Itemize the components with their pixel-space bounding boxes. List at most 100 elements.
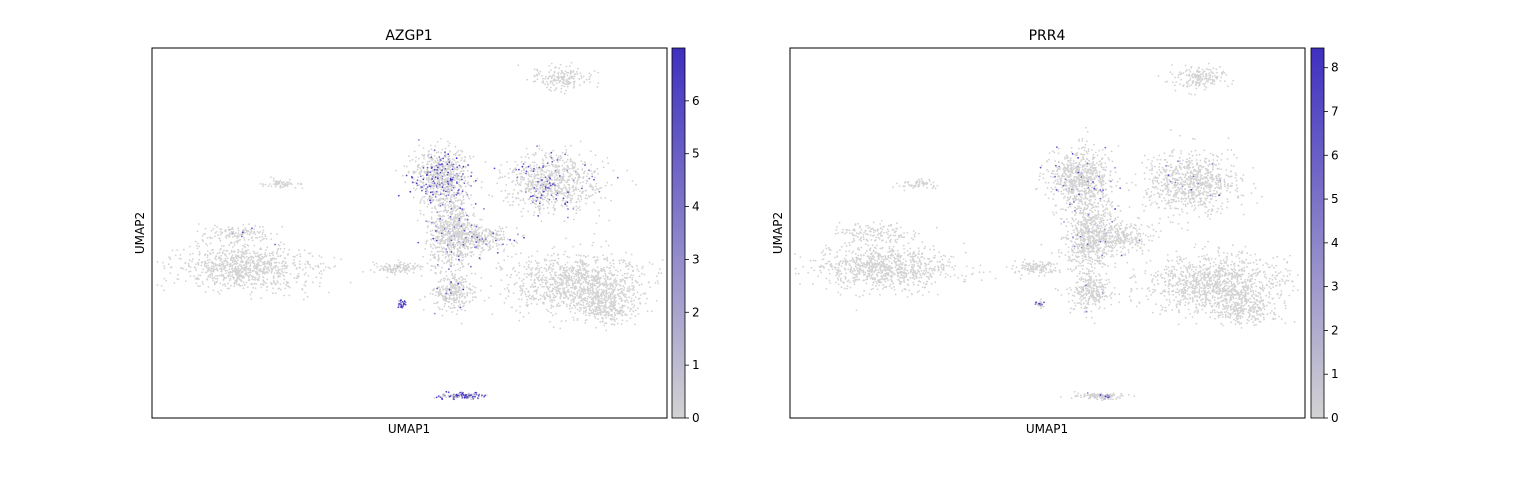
cell-point: [459, 207, 462, 210]
cell-point: [243, 264, 246, 267]
cell-point: [548, 182, 551, 185]
cell-point: [440, 138, 442, 140]
cell-point: [253, 282, 256, 285]
cell-point: [207, 264, 210, 267]
cell-point: [456, 214, 459, 216]
cell-point: [249, 265, 251, 268]
cell-point: [436, 164, 438, 166]
cell-point: [277, 268, 280, 271]
cell-point: [297, 272, 300, 275]
cell-point: [593, 315, 596, 318]
cell-point: [333, 256, 336, 259]
cell-point: [462, 254, 464, 257]
cell-point: [580, 290, 582, 293]
cell-point: [530, 195, 532, 198]
cell-point: [578, 289, 580, 292]
cell-point: [513, 283, 516, 286]
cell-point: [439, 202, 441, 205]
cell-point: [463, 242, 466, 245]
cell-point: [430, 250, 433, 253]
cell-point: [248, 276, 250, 279]
cell-point: [555, 292, 558, 294]
cell-point: [581, 190, 584, 193]
cell-point: [507, 295, 510, 297]
cell-point: [530, 173, 533, 176]
cell-point: [459, 178, 462, 181]
cell-point: [462, 222, 465, 225]
cell-point: [450, 237, 453, 240]
cell-point: [294, 186, 297, 189]
cell-point: [564, 195, 567, 198]
cell-point: [626, 320, 628, 322]
cell-point: [320, 277, 322, 279]
cell-point: [538, 209, 541, 212]
cell-point: [242, 281, 245, 284]
cell-point: [427, 181, 430, 184]
cell-point: [450, 239, 453, 242]
cell-point: [453, 217, 455, 220]
cell-point: [575, 278, 578, 281]
cell-point: [506, 196, 509, 198]
cell-point: [548, 187, 551, 190]
cell-point: [455, 254, 458, 256]
cell-point: [599, 294, 602, 296]
cell-point: [307, 262, 310, 265]
cell-point: [545, 75, 547, 78]
cell-point: [257, 277, 260, 280]
cell-point: [450, 176, 453, 179]
cell-point: [288, 248, 291, 251]
cell-point: [188, 259, 191, 262]
cell-point: [450, 249, 453, 252]
cell-point: [495, 242, 498, 245]
cell-point: [270, 264, 273, 267]
cell-point: [444, 277, 446, 280]
cell-point: [276, 280, 279, 282]
cell-point: [228, 279, 231, 282]
cell-point: [477, 228, 479, 231]
cell-point: [585, 306, 588, 309]
cell-point: [444, 199, 446, 202]
cell-point: [631, 278, 634, 281]
cell-point: [562, 187, 565, 189]
cell-point: [472, 243, 475, 246]
cell-point: [455, 230, 457, 233]
cell-point: [212, 228, 215, 230]
cell-point: [458, 253, 461, 256]
cell-point: [520, 170, 523, 173]
cell-point: [275, 283, 277, 286]
cell-point: [433, 161, 435, 164]
cell-point: [552, 264, 555, 267]
cell-point: [417, 241, 420, 244]
cell-point: [582, 172, 585, 175]
cell-point: [530, 199, 533, 202]
cell-point: [247, 230, 250, 233]
cell-point: [623, 272, 626, 275]
cell-point: [581, 168, 584, 171]
cell-point: [565, 282, 567, 285]
cell-point: [534, 285, 537, 288]
cell-point: [170, 266, 173, 268]
cell-point: [544, 180, 547, 183]
cell-point: [531, 295, 533, 298]
cell-point: [211, 274, 214, 277]
cell-point: [651, 263, 654, 265]
cell-point: [275, 269, 277, 272]
cell-point: [457, 175, 460, 178]
cell-point: [206, 244, 209, 247]
cell-point: [207, 261, 210, 264]
cell-point: [557, 276, 559, 279]
cell-point: [425, 192, 427, 195]
cell-point: [439, 243, 442, 246]
cell-point: [582, 267, 584, 270]
cell-point: [541, 295, 544, 298]
cell-point: [598, 214, 601, 217]
cell-point: [340, 258, 343, 261]
cell-point: [202, 268, 205, 270]
cell-point: [429, 144, 432, 147]
cell-point: [446, 234, 449, 236]
cell-point: [537, 168, 540, 171]
cell-point: [453, 219, 456, 222]
cell-point: [563, 292, 566, 295]
cell-point: [438, 215, 441, 217]
cell-point: [631, 276, 634, 279]
